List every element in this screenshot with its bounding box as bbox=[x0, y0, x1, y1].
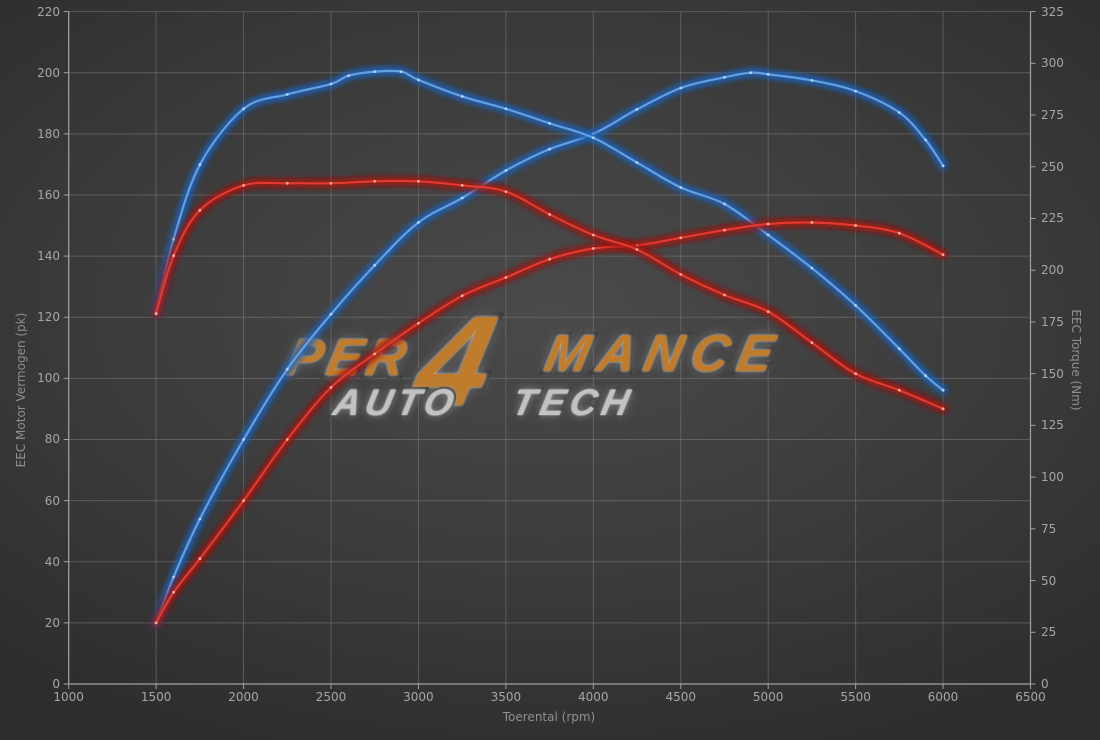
power-blue-curve bbox=[151, 68, 948, 628]
torque-blue-curve bbox=[151, 66, 948, 395]
torque-blue-point bbox=[591, 136, 595, 140]
power-blue-point bbox=[679, 86, 683, 90]
torque-red-point bbox=[154, 312, 158, 316]
power-blue-point bbox=[941, 164, 945, 168]
power-blue-point bbox=[285, 367, 289, 371]
power-red-point bbox=[460, 294, 464, 298]
torque-red-point bbox=[854, 372, 857, 376]
power-blue-point bbox=[897, 111, 901, 114]
torque-red-point bbox=[591, 233, 595, 237]
power-blue-point bbox=[460, 196, 464, 200]
power-red-point bbox=[198, 557, 202, 561]
power-red-point bbox=[548, 257, 551, 261]
y-axis-title-left: EEC Motor Vermogen (pk) bbox=[14, 312, 28, 468]
torque-red-point bbox=[897, 388, 901, 392]
torque-blue-point bbox=[635, 161, 639, 165]
power-blue-point bbox=[373, 263, 377, 267]
torque-red-point bbox=[635, 248, 639, 251]
torque-blue-point bbox=[679, 186, 683, 189]
torque-red-point bbox=[373, 179, 377, 183]
power-red-point bbox=[242, 499, 246, 502]
torque-blue-point bbox=[329, 82, 333, 86]
power-blue-point bbox=[172, 575, 176, 579]
torque-red-point bbox=[285, 181, 289, 185]
torque-red-point bbox=[172, 254, 176, 258]
power-blue-point bbox=[242, 438, 246, 441]
power-blue-point bbox=[749, 71, 753, 75]
torque-blue-point bbox=[924, 374, 927, 378]
torque-blue-point bbox=[198, 163, 202, 167]
power-red-point bbox=[679, 236, 683, 240]
power-red-point bbox=[329, 386, 333, 389]
torque-red-point bbox=[679, 273, 683, 276]
power-blue-point bbox=[854, 89, 857, 93]
power-blue-point bbox=[548, 147, 551, 151]
power-blue-point bbox=[504, 169, 508, 172]
torque-blue-point bbox=[941, 388, 945, 392]
torque-red-point bbox=[460, 184, 464, 187]
power-blue-point bbox=[810, 79, 814, 82]
torque-red-curve bbox=[151, 176, 948, 414]
torque-blue-point bbox=[897, 347, 901, 351]
torque-red-point bbox=[941, 407, 945, 411]
torque-blue-point bbox=[347, 74, 350, 78]
torque-blue-point bbox=[766, 233, 770, 237]
power-red-point bbox=[854, 224, 857, 227]
torque-red-point bbox=[198, 208, 202, 212]
power-red-point bbox=[941, 253, 945, 256]
power-red-point bbox=[373, 352, 377, 356]
torque-red-point bbox=[548, 213, 551, 216]
power-red-point bbox=[897, 231, 901, 235]
torque-blue-point bbox=[460, 95, 464, 98]
power-blue-point bbox=[766, 72, 770, 76]
power-red-point bbox=[285, 438, 289, 441]
power-blue-point bbox=[329, 312, 333, 316]
power-blue-point bbox=[198, 517, 202, 521]
torque-blue-point bbox=[172, 237, 176, 241]
torque-blue-glow bbox=[151, 66, 948, 395]
torque-red-point bbox=[504, 190, 508, 194]
power-red-point bbox=[504, 276, 508, 279]
torque-red-point bbox=[723, 293, 726, 297]
torque-blue-point bbox=[854, 304, 857, 307]
power-red-point bbox=[591, 247, 595, 250]
power-red-point bbox=[154, 621, 158, 625]
torque-red-point bbox=[417, 179, 420, 183]
power-blue-point bbox=[723, 75, 726, 79]
torque-blue-point bbox=[242, 107, 246, 111]
torque-blue-point bbox=[399, 70, 403, 73]
power-blue-point bbox=[417, 221, 420, 224]
y-axis-title-right: EEC Torque (Nm) bbox=[1069, 309, 1083, 411]
torque-blue-line bbox=[155, 69, 945, 392]
power-blue-point bbox=[924, 138, 927, 142]
power-red-point bbox=[810, 221, 814, 224]
power-blue-line bbox=[155, 71, 945, 624]
torque-blue-point bbox=[810, 266, 814, 270]
power-red-point bbox=[766, 222, 770, 226]
torque-blue-point bbox=[417, 78, 420, 82]
torque-red-point bbox=[810, 341, 814, 344]
torque-blue-point bbox=[723, 202, 726, 206]
power-red-point bbox=[172, 590, 176, 594]
torque-blue-point bbox=[504, 107, 508, 111]
torque-blue-point bbox=[548, 121, 551, 125]
torque-red-point bbox=[242, 184, 246, 187]
power-red-point bbox=[723, 228, 726, 232]
torque-red-point bbox=[766, 310, 770, 313]
power-red-line bbox=[155, 221, 945, 624]
torque-red-line bbox=[155, 179, 945, 410]
x-axis-title: Toerental (rpm) bbox=[502, 710, 596, 724]
torque-blue-point bbox=[285, 93, 289, 96]
torque-red-point bbox=[329, 181, 333, 185]
torque-blue-point bbox=[373, 70, 377, 73]
power-red-point bbox=[417, 321, 420, 325]
power-red-curve bbox=[151, 217, 948, 628]
power-blue-point bbox=[635, 108, 639, 111]
